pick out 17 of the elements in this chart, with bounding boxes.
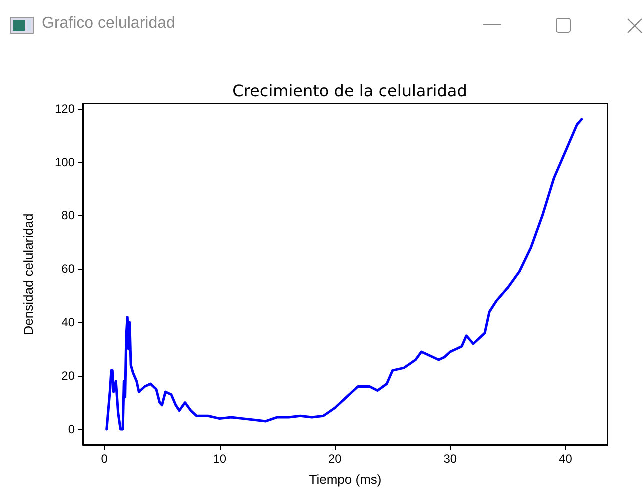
y-tick-label: 60 [62,262,76,276]
x-axis-title: Tiempo (ms) [309,472,382,487]
x-tick-label: 10 [213,452,227,466]
x-tick-label: 20 [328,452,342,466]
y-tick-label: 120 [54,102,76,116]
x-tick-label: 30 [444,452,458,466]
y-tick-label: 0 [68,422,76,436]
y-axis-title: Densidad celularidad [21,214,36,336]
y-tick-label: 20 [62,369,76,384]
x-tick-label: 40 [559,452,573,466]
x-tick-label: 0 [101,452,108,466]
line-series [106,118,584,431]
text: Grafico celularidad [42,15,176,33]
y-tick-label: 100 [54,155,76,170]
chart-title: Crecimiento de la celularidad [232,82,468,100]
y-tick-label: 80 [62,208,76,223]
y-tick-label: 40 [62,316,76,330]
